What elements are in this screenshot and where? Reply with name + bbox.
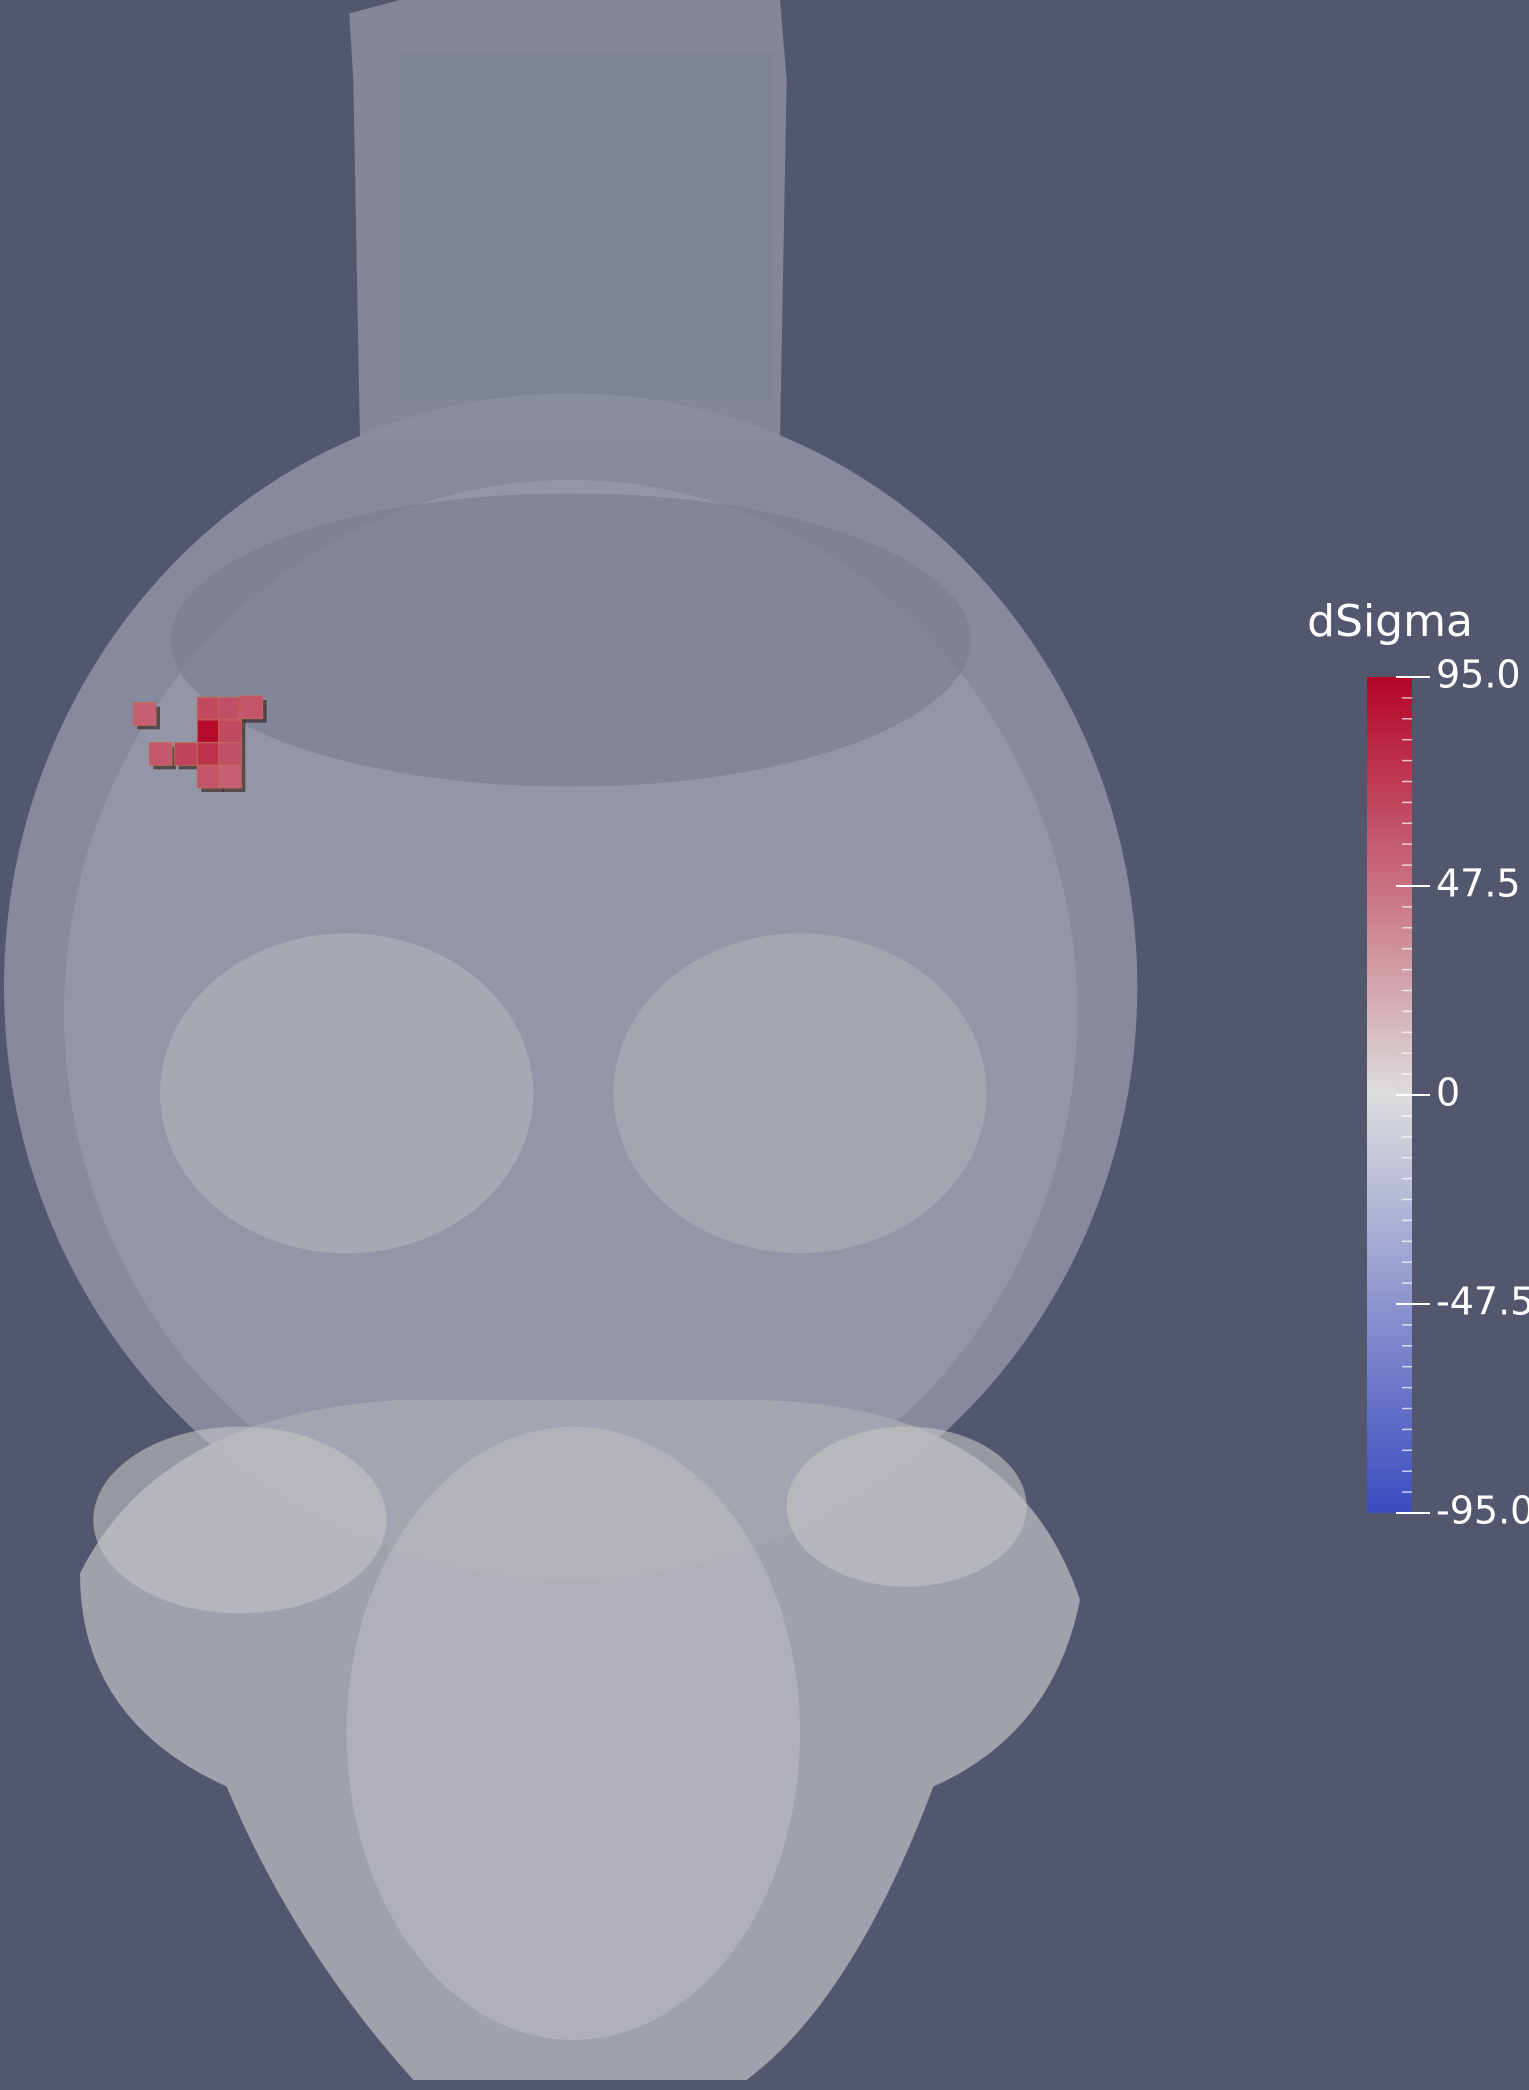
colorbar-tick-label: -47.5 xyxy=(1436,1280,1529,1324)
flocculus-left xyxy=(93,1426,387,1614)
voxel xyxy=(196,764,221,789)
lobe-left xyxy=(159,933,534,1254)
voxel xyxy=(174,742,198,766)
colorbar-tick-label: 47.5 xyxy=(1436,862,1521,906)
voxel xyxy=(218,742,242,766)
brain-volume xyxy=(3,0,1138,2080)
colorbar-title: dSigma xyxy=(1307,596,1473,647)
voxel xyxy=(148,742,173,766)
colorbar-ticks: 95.0 47.5 0 -47.5 -95.0 xyxy=(1396,653,1529,1533)
voxel xyxy=(196,742,221,766)
voxel xyxy=(218,696,242,721)
lobe-right xyxy=(613,933,987,1254)
voxel xyxy=(132,702,157,726)
voxel xyxy=(218,719,242,744)
voxel xyxy=(218,764,242,789)
cerebellum-core xyxy=(346,1426,800,2040)
colorbar-tick-label: 0 xyxy=(1436,1071,1460,1115)
voxel xyxy=(196,719,221,744)
colorbar-tick-label: -95.0 xyxy=(1436,1489,1529,1533)
voxel-group xyxy=(132,695,267,792)
colorbar-tick-label: 95.0 xyxy=(1436,653,1521,697)
flocculus-right xyxy=(786,1426,1027,1587)
brainstem-core xyxy=(399,53,774,400)
olfactory xyxy=(170,493,971,787)
voxel xyxy=(196,696,221,721)
voxel xyxy=(239,695,264,720)
